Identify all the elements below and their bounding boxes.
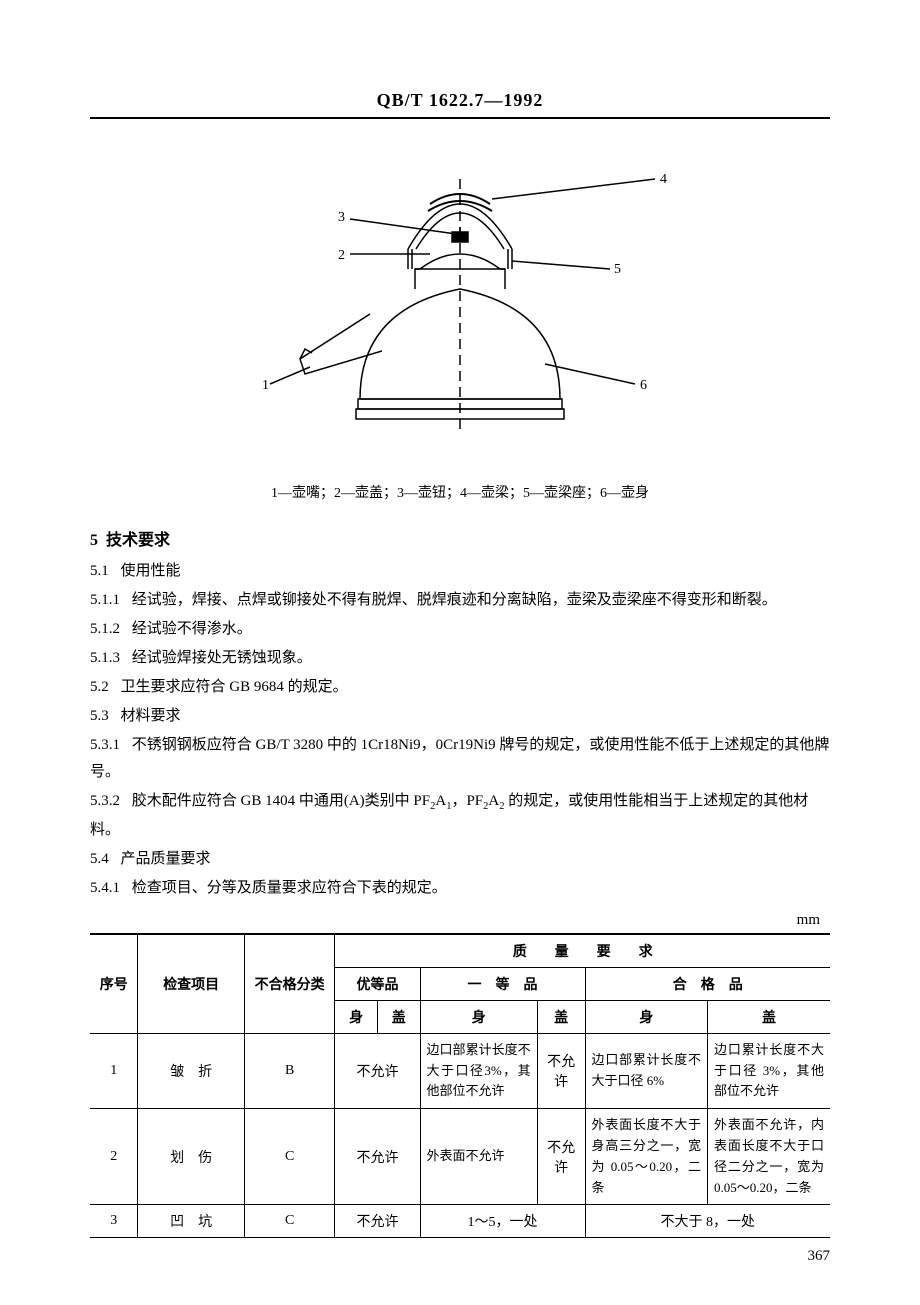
clause-5-1: 5.1 使用性能 xyxy=(90,558,830,585)
clause-text: 检查项目、分等及质量要求应符合下表的规定。 xyxy=(132,880,447,896)
clause-text: 卫生要求应符合 GB 9684 的规定。 xyxy=(121,679,348,695)
page-number: 367 xyxy=(808,1248,831,1265)
cell-first-lid: 不允许 xyxy=(537,1033,585,1108)
callout-1: 1 xyxy=(262,378,269,393)
diagram-caption: 1—壶嘴；2—壶盖；3—壶钮；4—壶梁；5—壶梁座；6—壶身 xyxy=(90,482,830,502)
th-body: 身 xyxy=(335,1000,378,1033)
th-item: 检查项目 xyxy=(138,934,244,1034)
cell-first-lid: 不允许 xyxy=(537,1109,585,1205)
cell-item: 凹 坑 xyxy=(138,1205,244,1238)
clause-num: 5.1.2 xyxy=(90,616,120,643)
cell-top: 不允许 xyxy=(335,1109,420,1205)
cell-top: 不允许 xyxy=(335,1205,420,1238)
clause-text: 不锈钢钢板应符合 GB/T 3280 中的 1Cr18Ni9，0Cr19Ni9 … xyxy=(90,737,829,780)
cell-seq: 3 xyxy=(90,1205,138,1238)
clause-title: 材料要求 xyxy=(121,708,181,724)
clause-5-3-1: 5.3.1 不锈钢钢板应符合 GB/T 3280 中的 1Cr18Ni9，0Cr… xyxy=(90,732,830,786)
standard-code: QB/T 1622.7—1992 xyxy=(90,90,830,115)
quality-table: 序号 检查项目 不合格分类 质 量 要 求 优等品 一 等 品 合 格 品 身 … xyxy=(90,933,830,1239)
cell-item: 皱 折 xyxy=(138,1033,244,1108)
th-first: 一 等 品 xyxy=(420,967,585,1000)
callout-2: 2 xyxy=(338,248,345,263)
clause-num: 5.4.1 xyxy=(90,875,120,902)
clause-num: 5.3 xyxy=(90,703,109,730)
th-lid: 盖 xyxy=(377,1000,420,1033)
th-body: 身 xyxy=(585,1000,707,1033)
table-row: 3 凹 坑 C 不允许 1～5，一处 不大于 8，一处 xyxy=(90,1205,830,1238)
th-class: 不合格分类 xyxy=(244,934,335,1034)
th-lid: 盖 xyxy=(537,1000,585,1033)
clause-5-3: 5.3 材料要求 xyxy=(90,703,830,730)
clause-5-4: 5.4 产品质量要求 xyxy=(90,846,830,873)
table-row: 2 划 伤 C 不允许 外表面不允许 不允许 外表面长度不大于身高三分之一，宽为… xyxy=(90,1109,830,1205)
th-pass: 合 格 品 xyxy=(585,967,830,1000)
callout-4: 4 xyxy=(660,172,667,187)
th-lid: 盖 xyxy=(707,1000,830,1033)
th-top: 优等品 xyxy=(335,967,420,1000)
cell-class: B xyxy=(244,1033,335,1108)
section-5: 5 技术要求 xyxy=(90,526,830,550)
header-rule xyxy=(90,117,830,119)
clause-5-4-1: 5.4.1 检查项目、分等及质量要求应符合下表的规定。 xyxy=(90,875,830,902)
callout-5: 5 xyxy=(614,262,621,277)
clause-text: 经试验焊接处无锈蚀现象。 xyxy=(132,650,312,666)
clause-num: 5.4 xyxy=(90,846,109,873)
clause-5-1-3: 5.1.3 经试验焊接处无锈蚀现象。 xyxy=(90,645,830,672)
cell-pass-lid: 边口累计长度不大于口径 3%，其他部位不允许 xyxy=(707,1033,830,1108)
clause-num: 5.3.2 xyxy=(90,788,120,815)
clause-title: 使用性能 xyxy=(121,563,181,579)
clause-num: 5.1.1 xyxy=(90,587,120,614)
clause-num: 5.1.3 xyxy=(90,645,120,672)
th-seq: 序号 xyxy=(90,934,138,1034)
cell-first-body: 外表面不允许 xyxy=(420,1109,537,1205)
cell-pass-lid: 外表面不允许，内表面长度不大于口径二分之一，宽为 0.05～0.20，二条 xyxy=(707,1109,830,1205)
table-unit: mm xyxy=(90,912,820,929)
clause-title: 产品质量要求 xyxy=(121,851,211,867)
clause-num: 5.3.1 xyxy=(90,732,120,759)
clause-5-1-1: 5.1.1 经试验，焊接、点焊或铆接处不得有脱焊、脱焊痕迹和分离缺陷，壶梁及壶梁… xyxy=(90,587,830,614)
cell-first-merged: 1～5，一处 xyxy=(420,1205,585,1238)
sec-num: 5 xyxy=(90,532,98,549)
sec-title: 技术要求 xyxy=(106,532,170,549)
cell-class: C xyxy=(244,1205,335,1238)
cell-pass-merged: 不大于 8，一处 xyxy=(585,1205,830,1238)
clause-text: 经试验，焊接、点焊或铆接处不得有脱焊、脱焊痕迹和分离缺陷，壶梁及壶梁座不得变形和… xyxy=(132,592,777,608)
clause-text: 胶木配件应符合 GB 1404 中通用(A)类别中 PF2A1，PF2A2 的规… xyxy=(90,793,808,838)
cell-class: C xyxy=(244,1109,335,1205)
th-quality: 质 量 要 求 xyxy=(335,934,830,968)
cell-item: 划 伤 xyxy=(138,1109,244,1205)
th-body: 身 xyxy=(420,1000,537,1033)
table-row: 1 皱 折 B 不允许 边口部累计长度不大于口径3%，其他部位不允许 不允许 边… xyxy=(90,1033,830,1108)
callout-3: 3 xyxy=(338,210,345,225)
cell-top: 不允许 xyxy=(335,1033,420,1108)
clause-num: 5.1 xyxy=(90,558,109,585)
cell-first-body: 边口部累计长度不大于口径3%，其他部位不允许 xyxy=(420,1033,537,1108)
callout-6: 6 xyxy=(640,378,647,393)
cell-pass-body: 外表面长度不大于身高三分之一，宽为 0.05～0.20，二条 xyxy=(585,1109,707,1205)
clause-5-1-2: 5.1.2 经试验不得渗水。 xyxy=(90,616,830,643)
clause-5-3-2: 5.3.2 胶木配件应符合 GB 1404 中通用(A)类别中 PF2A1，PF… xyxy=(90,788,830,844)
clause-text: 经试验不得渗水。 xyxy=(132,621,252,637)
clause-5-2: 5.2 卫生要求应符合 GB 9684 的规定。 xyxy=(90,674,830,701)
clause-num: 5.2 xyxy=(90,674,109,701)
kettle-diagram: 1 2 3 4 5 6 xyxy=(90,149,830,474)
cell-pass-body: 边口部累计长度不大于口径 6% xyxy=(585,1033,707,1108)
cell-seq: 2 xyxy=(90,1109,138,1205)
cell-seq: 1 xyxy=(90,1033,138,1108)
